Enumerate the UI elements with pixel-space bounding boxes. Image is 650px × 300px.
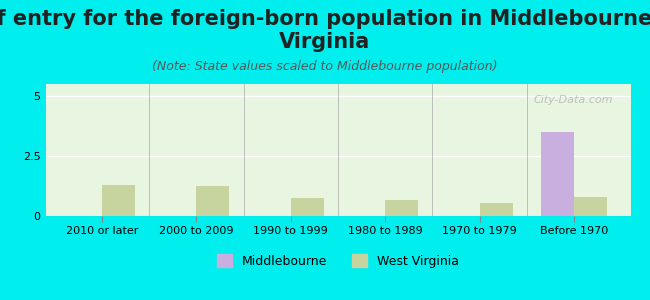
Text: Year of entry for the foreign-born population in Middlebourne, West
Virginia: Year of entry for the foreign-born popul… [0,9,650,52]
Bar [574,197,607,216]
Bar [291,198,324,216]
Text: (Note: State values scaled to Middlebourne population): (Note: State values scaled to Middlebour… [152,60,498,73]
Bar [385,200,418,216]
Bar [102,185,135,216]
Bar [196,186,229,216]
Bar [480,203,513,216]
Bar [541,132,574,216]
Text: City-Data.com: City-Data.com [534,94,613,105]
Legend: Middlebourne, West Virginia: Middlebourne, West Virginia [212,250,464,273]
